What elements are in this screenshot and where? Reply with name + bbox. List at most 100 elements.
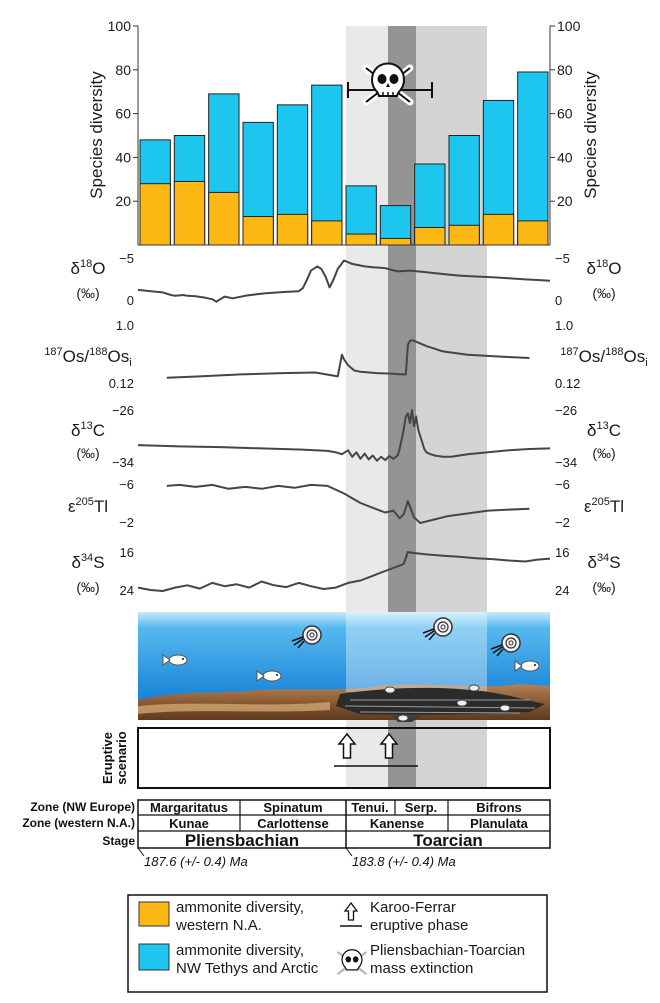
ytick-left-label: 40 [115, 149, 131, 165]
fish-icon [514, 660, 540, 672]
tick-left-tl: −2 [119, 515, 134, 530]
ytick-right-label: 100 [557, 18, 581, 34]
age-left: 187.6 (+/- 0.4) Ma [144, 854, 248, 869]
marine-scene [138, 612, 550, 722]
eruptive-label-line1: Eruptive [100, 732, 115, 784]
zone-tenui: Tenui. [351, 800, 388, 815]
bar-western-na-3 [208, 191, 240, 246]
unit-left-d13c: (‰) [76, 445, 99, 461]
tick-right-d18o: −5 [555, 251, 570, 266]
unit-right-d18o: (‰) [592, 285, 615, 301]
bar-western-na-2 [173, 180, 206, 246]
up-arrow-icon [379, 732, 399, 759]
curve-tl [166, 483, 530, 524]
stratigraphy-table: Zone (NW Europe) Zone (western N.A.) Sta… [22, 799, 551, 869]
curve-d18o [137, 259, 551, 303]
bar-western-na-5 [276, 213, 309, 246]
zone-margaritatus: Margaritatus [150, 800, 228, 815]
bar-western-na-11 [482, 213, 515, 246]
age-right: 183.8 (+/- 0.4) Ma [352, 854, 456, 869]
proxy-os: 1.0 0.12 1.0 0.12 187Os/188Osi 187Os/188Osi [44, 318, 647, 391]
fish-icon [162, 654, 188, 666]
skull-crossbones-icon [337, 949, 367, 975]
zone-nw-label: Zone (NW Europe) [30, 800, 135, 814]
unit-right-s34: (‰) [592, 579, 615, 595]
eruptive-box-right [487, 728, 550, 788]
bar-chart: 20 20 40 40 60 60 80 80 100 100 Species diversity… [87, 18, 600, 246]
bar-western-na-1 [139, 183, 171, 246]
tick-left-s34: 24 [120, 583, 134, 598]
proxy-label-right-os: 187Os/188Osi [560, 346, 647, 369]
tick-right-s34: 16 [555, 545, 569, 560]
tick-left-os: 1.0 [116, 318, 134, 333]
legend-swatch-nw-tethys [138, 943, 170, 971]
ammonite-icon [291, 625, 322, 649]
legend-nw-tethys-line1: ammonite diversity, [176, 942, 304, 959]
unit-right-d13c: (‰) [592, 445, 615, 461]
tick-left-d13c: −26 [112, 403, 134, 418]
proxy-label-left-os: 187Os/188Osi [44, 346, 131, 369]
skull-crossbones-icon [347, 62, 433, 106]
proxy-s34: 16 24 16 24 δ34S δ34S (‰) (‰) [71, 545, 620, 598]
tick-left-tl: −6 [119, 477, 134, 492]
legend-swatch-western-na [138, 901, 170, 927]
zone-bifrons: Bifrons [476, 800, 522, 815]
y-axis-label-left: Species diversity [87, 71, 106, 199]
proxy-label-right-d18o: δ18O [587, 258, 622, 278]
zone-spinatum: Spinatum [263, 800, 322, 815]
proxy-label-left-d18o: δ18O [71, 258, 106, 278]
zone-kunae: Kunae [169, 816, 209, 831]
ytick-right-label: 60 [557, 106, 573, 122]
bar-western-na-12 [517, 220, 549, 246]
proxy-label-right-s34: δ34S [587, 552, 620, 572]
eruptive-box-left [138, 728, 346, 788]
zone-serp: Serp. [405, 800, 438, 815]
fish-icon [256, 670, 282, 682]
tick-left-d18o: −5 [119, 251, 134, 266]
legend-extinction-line2: mass extinction [370, 960, 473, 977]
zone-na-label: Zone (western N.A.) [22, 816, 135, 830]
tick-right-d13c: −26 [555, 403, 577, 418]
ytick-left-label: 60 [115, 106, 131, 122]
legend-karoo-line2: eruptive phase [370, 917, 468, 934]
bar-western-na-7 [345, 233, 377, 246]
bar-western-na-4 [242, 216, 274, 246]
geochemical-proxies: −5 0 −5 0 δ18O δ18O (‰) (‰) 1.0 0.12 1.0 0.12 187Os/… [44, 251, 647, 598]
bar-nw-tethys-6 [311, 84, 343, 246]
ammonite-icon [422, 617, 453, 641]
proxy-label-left-s34: δ34S [71, 552, 104, 572]
y-axis-label-right: Species diversity [581, 71, 600, 199]
bar-western-na-8 [379, 237, 412, 246]
proxy-label-right-tl: ε205Tl [584, 496, 624, 516]
tick-right-tl: −6 [555, 477, 570, 492]
tick-left-d18o: 0 [127, 293, 134, 308]
tick-left-s34: 16 [120, 545, 134, 560]
zone-kanense: Kanense [370, 816, 424, 831]
legend-western-na-line2: western N.A. [175, 917, 262, 934]
bar-western-na-6 [311, 220, 343, 246]
curve-os [166, 339, 530, 379]
curve-d13c [137, 409, 551, 462]
bars-group [139, 71, 549, 246]
tick-right-d13c: −34 [555, 455, 577, 470]
tick-right-d18o: 0 [555, 293, 562, 308]
tick-left-d13c: −34 [112, 455, 134, 470]
ammonite-icon [490, 633, 521, 657]
ytick-right-label: 20 [557, 193, 573, 209]
y-ticks: 20 20 40 40 60 60 80 80 100 100 [108, 18, 581, 209]
sediment-stripe [138, 702, 330, 714]
eruptive-scenario: Eruptive scenario [100, 727, 551, 789]
ytick-right-label: 40 [557, 149, 573, 165]
ytick-right-label: 80 [557, 62, 573, 78]
up-arrow-icon [337, 732, 357, 759]
legend-western-na-line1: ammonite diversity, [176, 899, 304, 916]
ytick-left-label: 20 [115, 193, 131, 209]
bar-nw-tethys-12 [517, 71, 549, 246]
bivalve-shells [384, 684, 511, 722]
legend: ammonite diversity, western N.A. ammonit… [127, 894, 548, 993]
proxy-label-left-d13c: δ13C [71, 420, 105, 440]
proxy-d18o: −5 0 −5 0 δ18O δ18O (‰) (‰) [71, 251, 622, 308]
stage-label: Stage [102, 834, 135, 848]
proxy-label-left-tl: ε205Tl [68, 496, 108, 516]
bar-western-na-10 [448, 224, 480, 246]
